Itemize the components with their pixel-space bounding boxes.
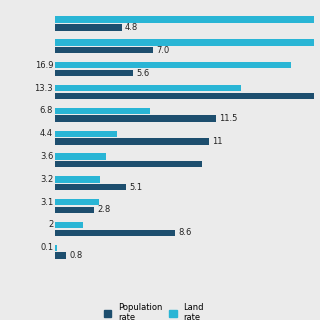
Bar (55, 131, 117, 137)
Bar (55, 70, 133, 76)
Bar (55, 93, 320, 99)
Text: 16.9: 16.9 (35, 61, 53, 70)
Text: 4.4: 4.4 (40, 129, 53, 138)
Text: 11: 11 (212, 137, 222, 146)
Text: 3.2: 3.2 (40, 175, 53, 184)
Bar (55, 176, 100, 182)
Bar (55, 244, 57, 251)
Text: 4.8: 4.8 (125, 23, 138, 32)
Bar (55, 39, 320, 46)
Text: 2: 2 (48, 220, 53, 229)
Text: 0.8: 0.8 (69, 251, 83, 260)
Bar (55, 229, 175, 236)
Bar (55, 47, 153, 53)
Text: 13.3: 13.3 (35, 84, 53, 92)
Bar (55, 85, 241, 91)
Bar (55, 222, 83, 228)
Legend: Population
rate, Land
rate: Population rate, Land rate (104, 303, 204, 320)
Bar (55, 138, 209, 145)
Text: 7.0: 7.0 (156, 46, 169, 55)
Bar (55, 199, 99, 205)
Bar (55, 24, 122, 31)
Text: 11.5: 11.5 (219, 114, 237, 123)
Text: 0.1: 0.1 (40, 243, 53, 252)
Bar (55, 62, 291, 68)
Bar (55, 16, 320, 23)
Bar (55, 207, 94, 213)
Text: 2.8: 2.8 (97, 205, 110, 214)
Text: 3.1: 3.1 (40, 198, 53, 207)
Bar (55, 153, 106, 160)
Bar (55, 252, 67, 259)
Text: 8.6: 8.6 (178, 228, 192, 237)
Bar (55, 108, 150, 114)
Text: 6.8: 6.8 (40, 107, 53, 116)
Bar (55, 184, 126, 190)
Text: 5.1: 5.1 (129, 183, 142, 192)
Bar (55, 116, 216, 122)
Text: 5.6: 5.6 (136, 68, 149, 77)
Bar (55, 161, 202, 167)
Text: 3.6: 3.6 (40, 152, 53, 161)
